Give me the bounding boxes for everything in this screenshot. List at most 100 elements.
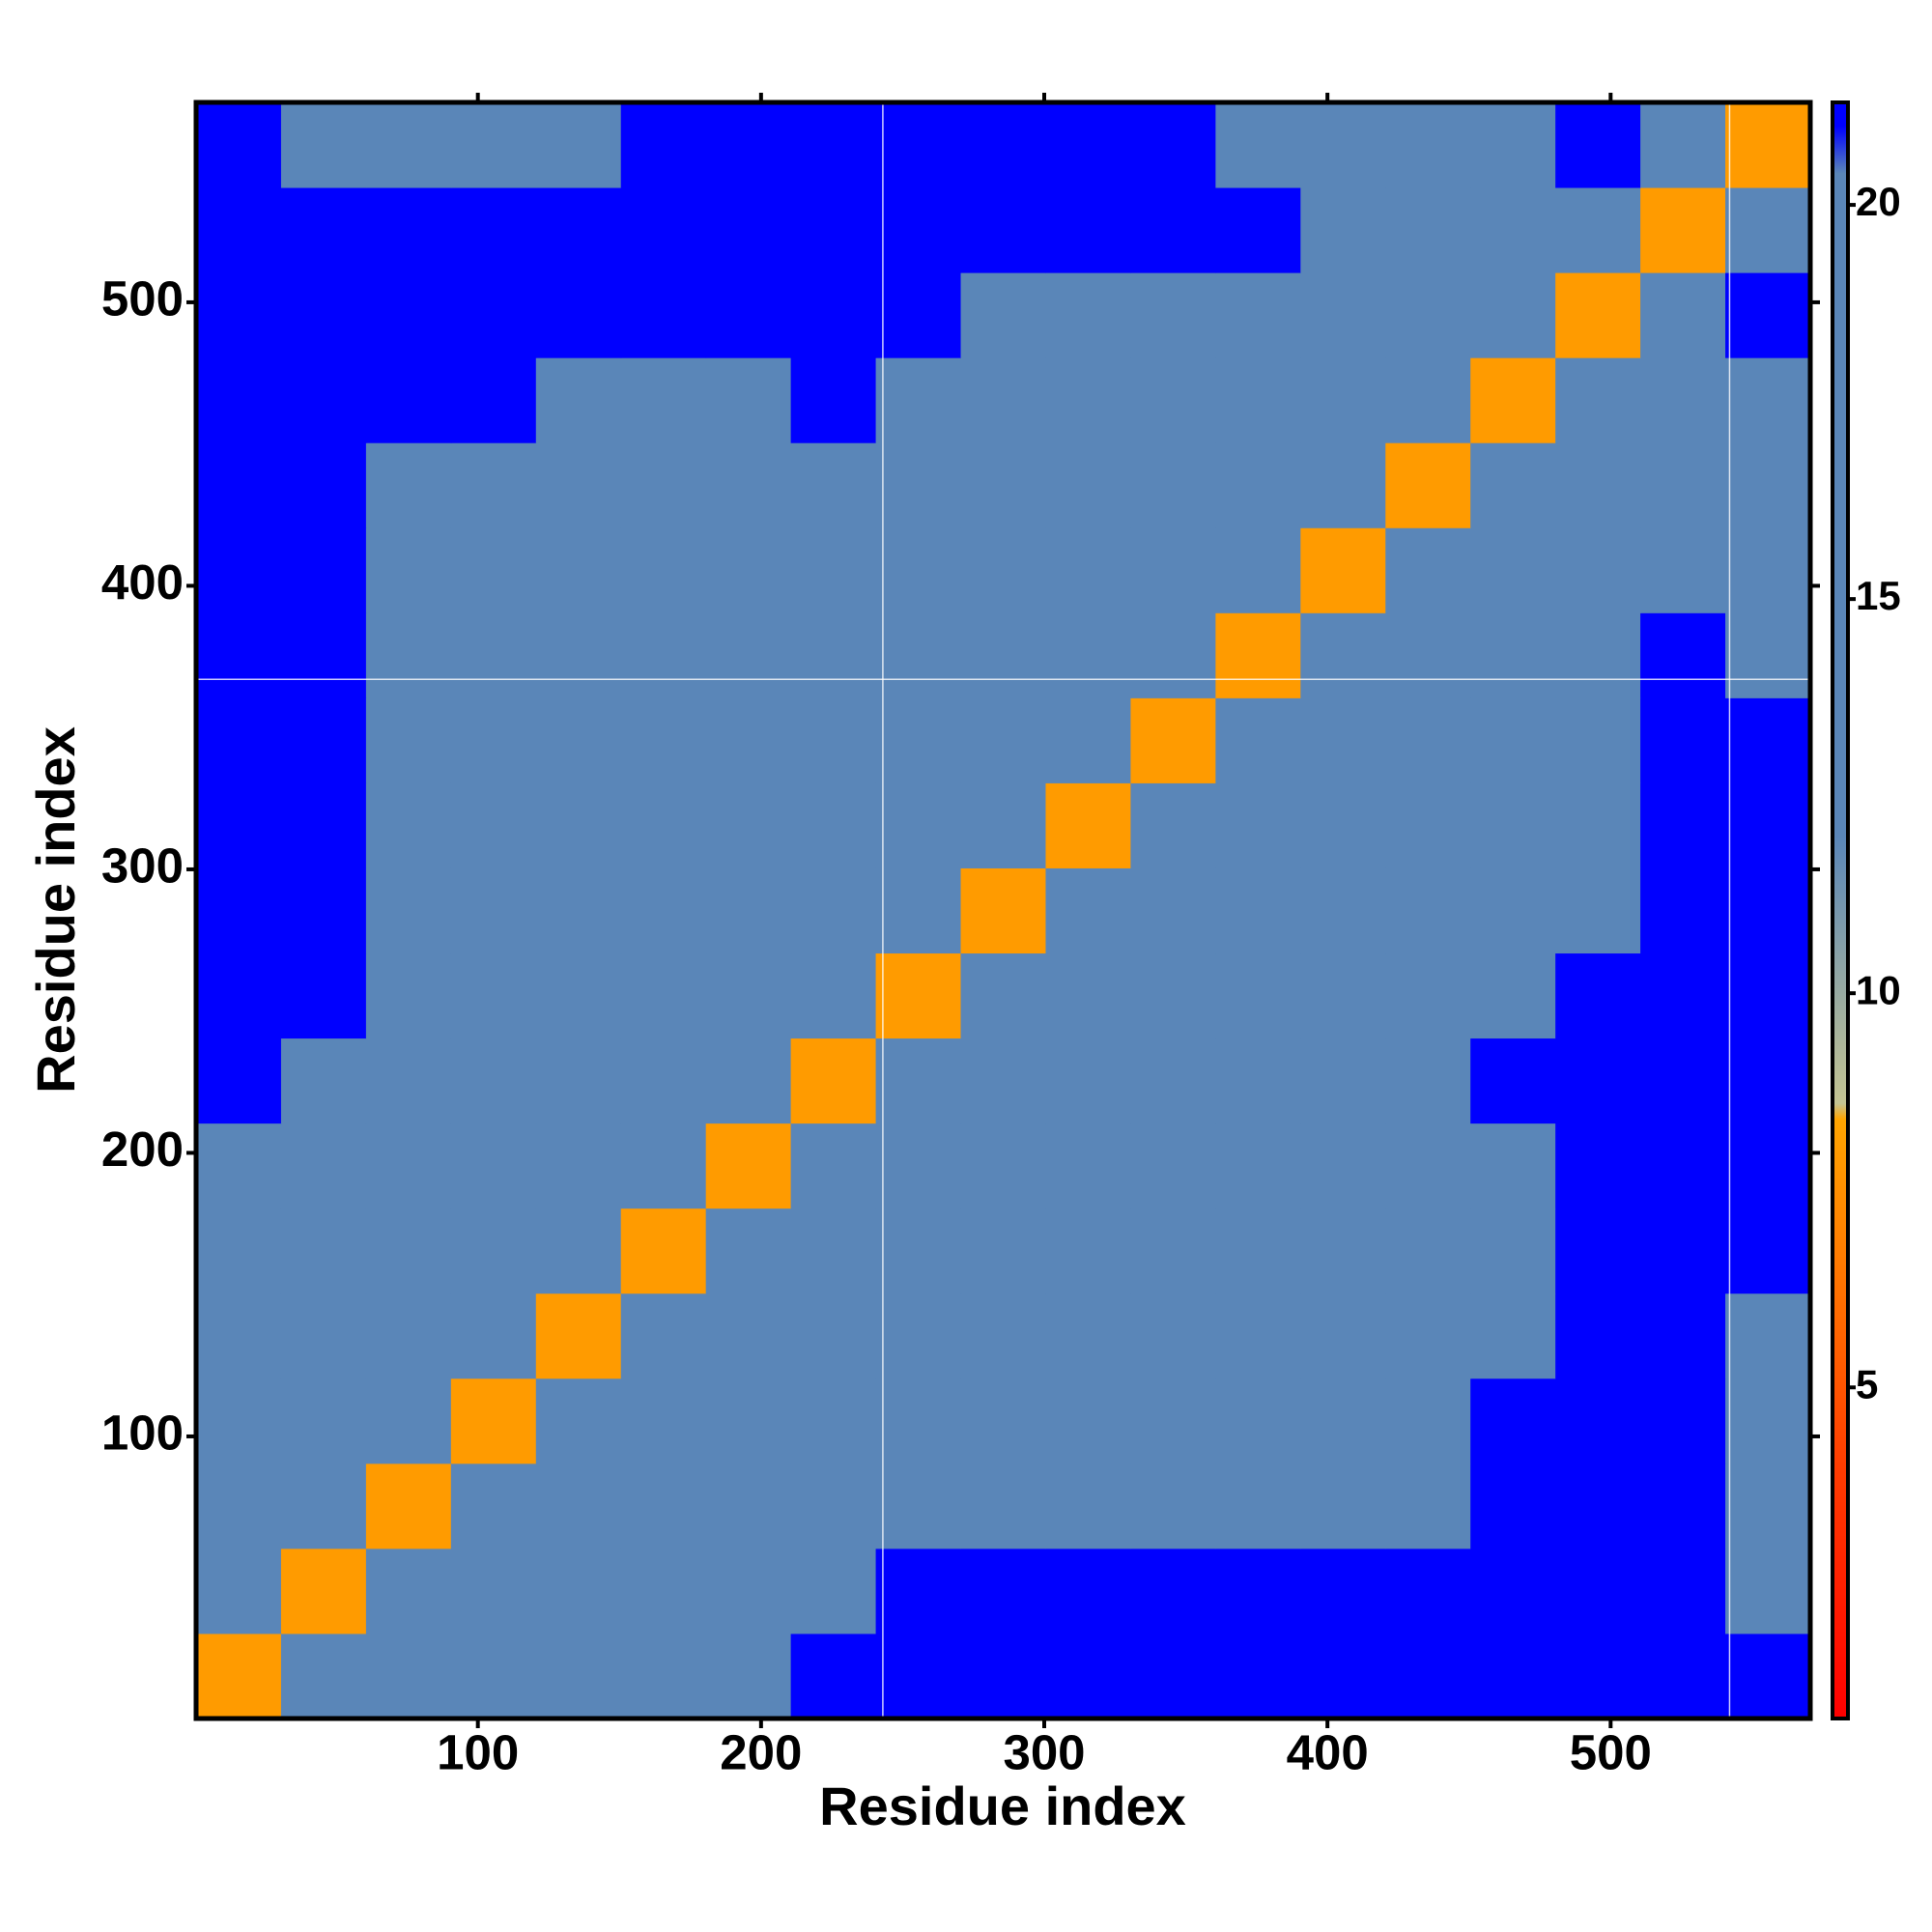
heatmap-cell bbox=[280, 442, 367, 528]
heatmap-cell bbox=[1385, 272, 1471, 358]
heatmap-cell bbox=[1215, 1463, 1301, 1549]
heatmap-cell bbox=[535, 1122, 622, 1209]
x-axis-label: Residue index bbox=[819, 1776, 1186, 1836]
heatmap-cell bbox=[196, 527, 282, 613]
heatmap-cell bbox=[620, 1293, 707, 1379]
heatmap-cell bbox=[620, 187, 707, 273]
heatmap-cell bbox=[620, 527, 707, 613]
heatmap-cell bbox=[535, 952, 622, 1039]
heatmap-cell bbox=[1470, 527, 1556, 613]
heatmap-cell bbox=[280, 782, 367, 868]
heatmap-cell bbox=[1640, 1548, 1726, 1634]
heatmap-cell bbox=[620, 1463, 707, 1549]
heatmap-cell bbox=[1470, 442, 1556, 528]
heatmap-cell bbox=[1555, 442, 1641, 528]
heatmap-cell bbox=[196, 867, 282, 954]
heatmap-cell bbox=[875, 527, 962, 613]
heatmap-cell bbox=[705, 1378, 792, 1464]
heatmap-cell bbox=[1470, 1633, 1556, 1719]
heatmap-cell bbox=[450, 1293, 537, 1379]
heatmap-cell bbox=[875, 272, 962, 358]
heatmap-cell bbox=[620, 442, 707, 528]
heatmap-cell bbox=[1215, 782, 1301, 868]
x-tick-label: 300 bbox=[1003, 1724, 1085, 1779]
heatmap-cell bbox=[1130, 612, 1216, 698]
heatmap-cell bbox=[1300, 697, 1386, 783]
heatmap-cell bbox=[705, 102, 792, 188]
heatmap-cell bbox=[1045, 612, 1131, 698]
heatmap-cell bbox=[620, 357, 707, 443]
heatmap-cell bbox=[1130, 527, 1216, 613]
heatmap-cell bbox=[875, 442, 962, 528]
heatmap-cell bbox=[705, 272, 792, 358]
heatmap-cell bbox=[960, 782, 1046, 868]
colorbar-tick-label: 20 bbox=[1856, 179, 1901, 224]
heatmap-cell bbox=[1215, 1378, 1301, 1464]
heatmap-cell bbox=[1300, 1463, 1386, 1549]
heatmap-cell bbox=[535, 697, 622, 783]
heatmap-cell bbox=[1470, 1463, 1556, 1549]
heatmap-cell bbox=[1385, 187, 1471, 273]
heatmap-cell bbox=[1385, 1037, 1471, 1124]
heatmap-cell bbox=[1470, 782, 1556, 868]
heatmap-cell bbox=[1045, 102, 1131, 188]
heatmap-cell bbox=[365, 1633, 452, 1719]
heatmap-cell bbox=[1130, 272, 1216, 358]
heatmap-cell bbox=[450, 442, 537, 528]
heatmap-cell bbox=[280, 1548, 367, 1634]
heatmap-cell bbox=[1385, 612, 1471, 698]
heatmap-cell bbox=[1045, 782, 1131, 868]
heatmap-cell bbox=[1470, 357, 1556, 443]
heatmap-cell bbox=[450, 1037, 537, 1124]
heatmap-cell bbox=[1300, 1037, 1386, 1124]
heatmap-cell bbox=[1640, 867, 1726, 954]
heatmap-cell bbox=[1300, 782, 1386, 868]
heatmap-cell bbox=[875, 1378, 962, 1464]
heatmap-cell bbox=[790, 1633, 877, 1719]
heatmap-cell bbox=[620, 102, 707, 188]
heatmap-cell bbox=[1470, 1548, 1556, 1634]
heatmap-cell bbox=[790, 1208, 877, 1294]
heatmap-cell bbox=[280, 612, 367, 698]
heatmap-cell bbox=[960, 1037, 1046, 1124]
x-tick-label: 100 bbox=[437, 1724, 519, 1779]
heatmap-cell bbox=[1130, 1378, 1216, 1464]
heatmap-cell bbox=[1385, 102, 1471, 188]
heatmap-cell bbox=[790, 527, 877, 613]
heatmap-cell bbox=[1300, 1208, 1386, 1294]
heatmap-cell bbox=[280, 1378, 367, 1464]
heatmap-cell bbox=[1640, 612, 1726, 698]
heatmap-cell bbox=[1215, 357, 1301, 443]
y-tick-label: 200 bbox=[101, 1122, 184, 1177]
heatmap-cell bbox=[535, 1037, 622, 1124]
heatmap-cell bbox=[790, 782, 877, 868]
heatmap-cell bbox=[280, 102, 367, 188]
heatmap-cell bbox=[1045, 1293, 1131, 1379]
heatmap-cell bbox=[1470, 952, 1556, 1039]
heatmap-cell bbox=[1385, 952, 1471, 1039]
heatmap-cell bbox=[1300, 442, 1386, 528]
heatmap-cell bbox=[365, 1548, 452, 1634]
heatmap-cell bbox=[1045, 1122, 1131, 1209]
heatmap-cell bbox=[1725, 442, 1811, 528]
heatmap-cell bbox=[196, 1633, 282, 1719]
heatmap-cell bbox=[365, 357, 452, 443]
heatmap-cell bbox=[960, 1122, 1046, 1209]
heatmap-cell bbox=[1725, 1037, 1811, 1124]
heatmap-cell bbox=[1640, 1633, 1726, 1719]
heatmap-cell bbox=[1470, 697, 1556, 783]
heatmap-cell bbox=[1470, 272, 1556, 358]
heatmap-cell bbox=[196, 357, 282, 443]
heatmap-cell bbox=[196, 1463, 282, 1549]
heatmap-cell bbox=[875, 612, 962, 698]
heatmap-cell bbox=[875, 1037, 962, 1124]
heatmap-cell bbox=[620, 1548, 707, 1634]
heatmap-cell bbox=[875, 1208, 962, 1294]
heatmap-cell bbox=[1555, 102, 1641, 188]
heatmap-cell bbox=[450, 357, 537, 443]
heatmap-cell bbox=[365, 272, 452, 358]
heatmap-cell bbox=[365, 102, 452, 188]
heatmap-cell bbox=[960, 442, 1046, 528]
heatmap-cell bbox=[365, 442, 452, 528]
